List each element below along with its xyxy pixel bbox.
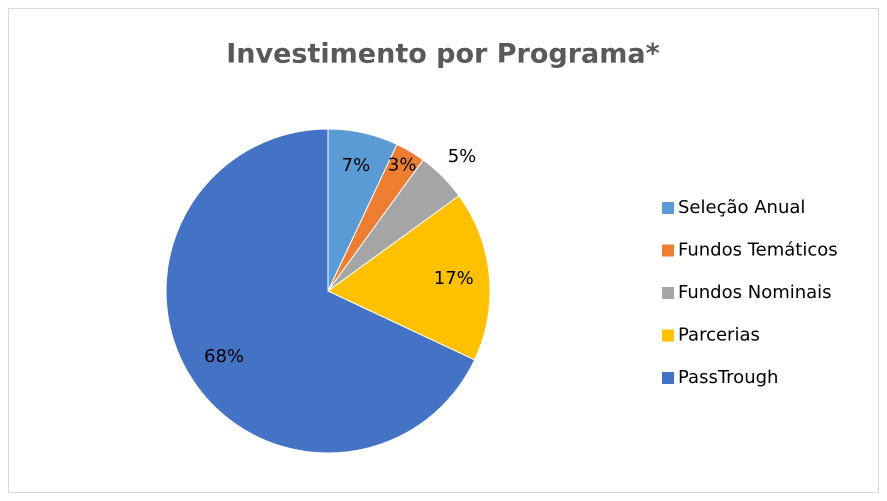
legend-swatch <box>662 287 674 299</box>
legend-swatch <box>662 329 674 342</box>
pie-slice <box>327 195 491 361</box>
legend-swatch <box>662 202 674 214</box>
data-label: 68% <box>204 346 244 367</box>
legend-label: Parcerias <box>678 325 760 346</box>
legend-label: Fundos Nominais <box>678 282 832 303</box>
pie-slice <box>165 128 476 454</box>
data-label: 7% <box>342 155 371 176</box>
data-label: 5% <box>448 146 477 167</box>
data-label: 17% <box>434 268 474 289</box>
legend-label: PassTrough <box>678 367 778 388</box>
legend-label: Seleção Anual <box>678 197 805 218</box>
legend-swatch <box>662 372 674 384</box>
legend-label: Fundos Temáticos <box>678 240 838 261</box>
chart-title: Investimento por Programa* <box>226 39 660 70</box>
data-label: 3% <box>388 155 417 176</box>
legend-swatch <box>662 244 674 257</box>
